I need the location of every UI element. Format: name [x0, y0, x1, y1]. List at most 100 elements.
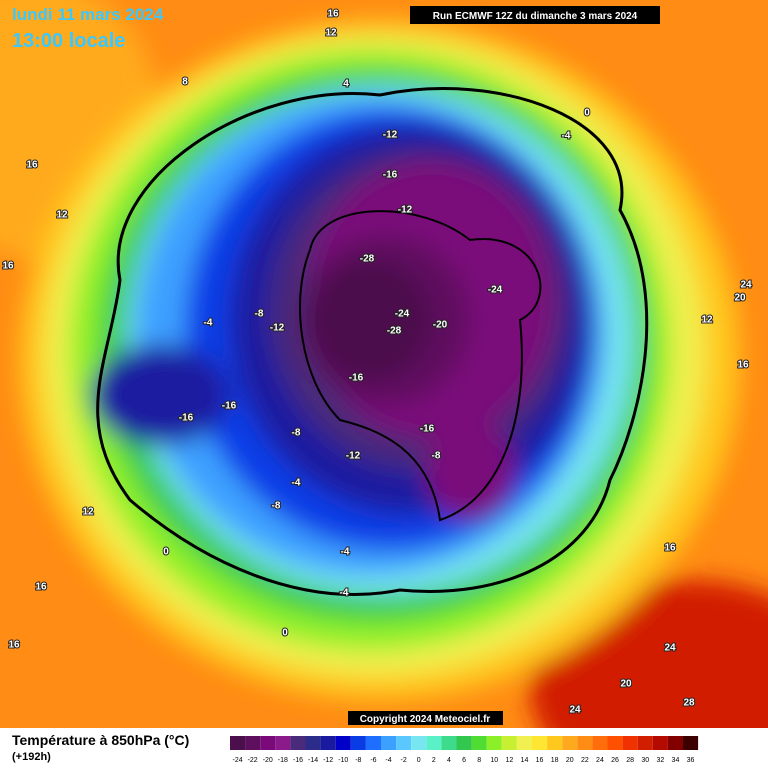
legend-tick-label: 20	[566, 757, 574, 764]
legend-tick-label: 2	[432, 757, 436, 764]
contour-label: 16	[8, 640, 20, 651]
legend-swatch	[320, 736, 336, 750]
contour-label: -20	[433, 320, 448, 331]
contour-label: -16	[179, 413, 194, 424]
contour-label: -8	[255, 309, 264, 320]
legend-tick-label: -14	[308, 757, 318, 764]
legend-tick-label: -2	[401, 757, 407, 764]
legend-swatch	[532, 736, 548, 750]
legend-tick-label: -10	[338, 757, 348, 764]
contour-label: 12	[325, 28, 337, 39]
legend-swatch	[245, 736, 261, 750]
contour-label: -16	[222, 401, 237, 412]
legend-tick-label: 26	[611, 757, 619, 764]
contour-label: 12	[701, 315, 713, 326]
contour-label: 16	[327, 9, 339, 20]
lead-time: (+192h)	[12, 751, 51, 763]
legend-swatch	[592, 736, 608, 750]
legend-swatch	[441, 736, 457, 750]
contour-label: 24	[740, 280, 752, 291]
legend-tick-label: 6	[462, 757, 466, 764]
contour-label: 16	[26, 160, 38, 171]
legend-swatch	[547, 736, 563, 750]
legend-swatch	[290, 736, 306, 750]
legend-tick-label: 10	[490, 757, 498, 764]
contour-label: 24	[664, 643, 676, 654]
contour-label: -8	[432, 451, 441, 462]
legend-swatch	[381, 736, 397, 750]
contour-label: -28	[360, 254, 375, 265]
contour-label: -4	[340, 588, 349, 599]
legend-tick-label: 24	[596, 757, 604, 764]
legend-tick-label: 16	[536, 757, 544, 764]
time: 13:00 locale	[12, 30, 125, 52]
legend-tick-label: -12	[323, 757, 333, 764]
contour-label: -12	[383, 130, 398, 141]
contour-label: 0	[282, 628, 288, 639]
legend-swatch	[562, 736, 578, 750]
legend-tick-label: -6	[370, 757, 376, 764]
contour-label: -8	[292, 428, 301, 439]
legend-tick-label: 18	[551, 757, 559, 764]
legend-tick-label: 34	[672, 757, 680, 764]
legend-tick-label: -22	[248, 757, 258, 764]
legend-swatch	[516, 736, 532, 750]
legend-tick-label: 12	[505, 757, 513, 764]
legend-swatch	[486, 736, 502, 750]
legend-swatch	[335, 736, 351, 750]
legend-swatch	[577, 736, 593, 750]
contour-label: 20	[734, 293, 746, 304]
contour-label: 16	[35, 582, 47, 593]
date: lundi 11 mars 2024	[12, 5, 164, 24]
contour-label: -16	[420, 424, 435, 435]
legend-tick-label: 0	[417, 757, 421, 764]
contour-label: 16	[664, 543, 676, 554]
copyright: Copyright 2024 Meteociel.fr	[360, 714, 491, 725]
legend-tick-label: -24	[232, 757, 242, 764]
legend-swatch	[607, 736, 623, 750]
legend-swatch	[683, 736, 699, 750]
legend-tick-label: 32	[656, 757, 664, 764]
contour-label: 12	[56, 210, 68, 221]
contour-label: 0	[584, 108, 590, 119]
legend-swatch	[275, 736, 291, 750]
legend-swatch	[471, 736, 487, 750]
legend-swatch	[456, 736, 472, 750]
legend-title: Température à 850hPa (°C)	[12, 732, 189, 748]
legend-tick-label: -4	[385, 757, 391, 764]
contour-label: -28	[387, 326, 402, 337]
contour-label: -16	[349, 373, 364, 384]
legend-swatch	[652, 736, 668, 750]
contour-label: 4	[343, 79, 349, 90]
contour-label: -4	[204, 318, 213, 329]
legend-tick-label: 36	[687, 757, 695, 764]
legend-swatch	[396, 736, 412, 750]
contour-label: 8	[182, 77, 188, 88]
legend-tick-label: -8	[355, 757, 361, 764]
legend-tick-label: 4	[447, 757, 451, 764]
legend-swatch	[411, 736, 427, 750]
contour-label: -12	[398, 205, 413, 216]
contour-label: 28	[683, 698, 695, 709]
contour-label: -4	[341, 547, 350, 558]
legend-tick-label: -18	[278, 757, 288, 764]
legend-swatch	[305, 736, 321, 750]
legend-tick-label: 22	[581, 757, 589, 764]
contour-label: -16	[383, 170, 398, 181]
contour-label: -4	[292, 478, 301, 489]
contour-label: 24	[569, 705, 581, 716]
contour-label: 0	[163, 547, 169, 558]
legend-swatch	[260, 736, 276, 750]
legend-tick-label: 14	[521, 757, 529, 764]
contour-label: 16	[2, 261, 14, 272]
legend-tick-label: -20	[263, 757, 273, 764]
legend-tick-label: 8	[477, 757, 481, 764]
legend-swatch	[426, 736, 442, 750]
legend-tick-label: 28	[626, 757, 634, 764]
contour-label: -24	[488, 285, 503, 296]
contour-label: -8	[272, 501, 281, 512]
run-info: Run ECMWF 12Z du dimanche 3 mars 2024	[433, 11, 638, 22]
legend-swatch	[365, 736, 381, 750]
